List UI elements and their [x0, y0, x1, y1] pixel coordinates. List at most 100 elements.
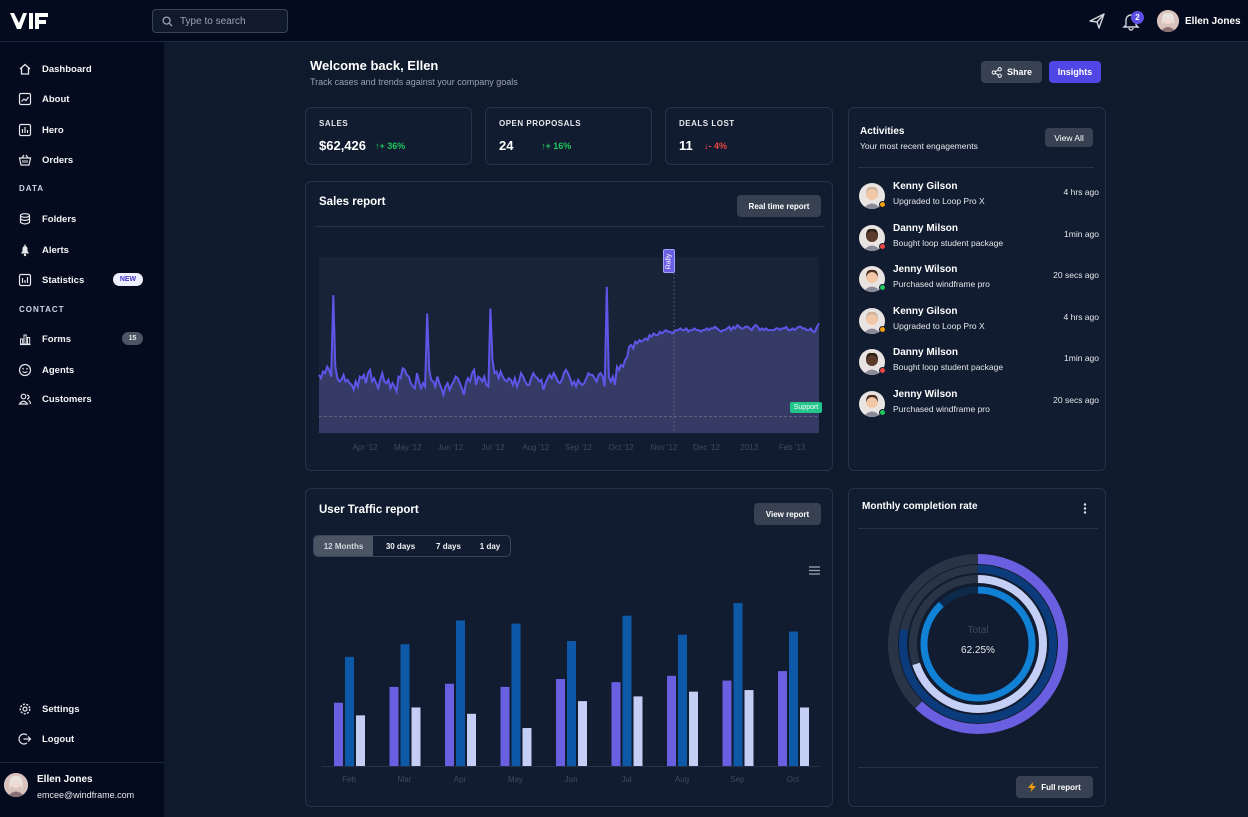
tab-30-days[interactable]: 30 days: [385, 541, 416, 551]
ring-progress: [888, 554, 1068, 734]
send-icon[interactable]: [1087, 11, 1107, 31]
x-tick-label: Jun '12: [438, 443, 464, 452]
full-report-button[interactable]: Full report: [1016, 776, 1093, 798]
traffic-bar: [622, 615, 632, 766]
sidebar-item-forms[interactable]: Forms 15: [0, 328, 164, 350]
sidebar-item-hero[interactable]: Hero: [0, 119, 164, 141]
activity-time: 4 hrs ago: [1063, 187, 1099, 197]
insights-button[interactable]: Insights: [1049, 61, 1101, 83]
tab-7-days[interactable]: 7 days: [436, 541, 461, 551]
activity-description: Bought loop student package: [893, 362, 1004, 373]
activity-time: 20 secs ago: [1053, 395, 1099, 405]
avatar[interactable]: [1157, 10, 1179, 32]
x-tick-label: Feb: [342, 775, 356, 784]
traffic-bar: [611, 682, 621, 766]
stat-label: DEALS LOST: [679, 119, 735, 128]
more-icon[interactable]: [1083, 503, 1087, 514]
stat-change: ↓- 4%: [704, 141, 728, 151]
stat-value: 11: [679, 138, 693, 153]
activity-item[interactable]: Jenny Wilson Purchased windframe pro 20 se…: [859, 389, 1099, 421]
x-tick-label: 2013: [740, 443, 758, 452]
top-bar: Type to search 2 Ellen Jones: [0, 0, 1248, 42]
new-badge: NEW: [113, 273, 143, 286]
logout-icon: [18, 733, 32, 745]
section-heading-data: DATA: [19, 184, 45, 193]
activity-time: 1min ago: [1064, 353, 1099, 364]
database-icon: [19, 213, 31, 225]
x-tick-label: Mar: [398, 775, 412, 784]
x-tick-label: Jun: [565, 775, 578, 784]
sidebar-item-label: Agents: [42, 365, 75, 376]
real-time-report-button[interactable]: Real time report: [737, 195, 821, 217]
status-dot: [879, 367, 886, 375]
traffic-bar: [411, 707, 421, 766]
sales-area-chart[interactable]: Apr '12 May '12 Jun '12 Jul '12 Aug '12 Sep '…: [306, 182, 834, 472]
traffic-bar-chart[interactable]: Feb Mar Apr May Jun Jul Aug Sep Oct: [306, 489, 834, 808]
traffic-bar: [334, 702, 343, 766]
x-tick-label: Oct: [787, 775, 800, 784]
sidebar-item-logout[interactable]: Logout: [0, 728, 164, 750]
stat-label: SALES: [319, 119, 349, 128]
sidebar-item-folders[interactable]: Folders: [0, 208, 164, 230]
ring-progress: [899, 565, 1057, 723]
traffic-bar: [556, 679, 565, 766]
full-report-label: Full report: [1041, 782, 1081, 792]
avatar: [859, 307, 885, 334]
avatar: [4, 773, 28, 797]
activity-item[interactable]: Jenny Wilson Purchased windframe pro 20 se…: [859, 264, 1099, 296]
tab-1-day[interactable]: 1 day: [479, 541, 501, 551]
sidebar-item-settings[interactable]: Settings: [0, 698, 164, 720]
chart-bars-icon: [18, 123, 32, 137]
tab-12-months[interactable]: 12 Months: [314, 536, 373, 556]
sidebar-user-name: Ellen Jones: [37, 774, 93, 785]
view-report-button[interactable]: View report: [754, 503, 821, 525]
x-tick-label: Apr: [454, 775, 467, 784]
share-button[interactable]: Share: [981, 61, 1042, 83]
share-icon: [991, 66, 1002, 78]
search-placeholder: Type to search: [180, 16, 246, 27]
activity-time: 4 hrs ago: [1063, 311, 1099, 322]
sidebar: Dashboard About Hero Orders DATA Folders…: [0, 42, 164, 817]
activity-description: Purchased windframe pro: [893, 404, 990, 414]
sidebar-item-statistics[interactable]: Statistics NEW: [0, 269, 164, 291]
traffic-bar: [667, 675, 676, 766]
sidebar-item-label: Folders: [42, 214, 77, 225]
traffic-bar: [567, 641, 576, 766]
sidebar-item-agents[interactable]: Agents: [0, 359, 164, 381]
chart-line-icon: [18, 92, 32, 106]
view-all-button[interactable]: View All: [1045, 128, 1093, 147]
stat-value: $62,426: [319, 138, 366, 153]
sidebar-item-orders[interactable]: Orders: [0, 149, 164, 171]
stat-card-open-proposals: OPEN PROPOSALS 24 ↑+ 16%: [485, 107, 652, 165]
sidebar-item-label: Settings: [42, 704, 80, 715]
stat-change: ↑+ 16%: [541, 141, 572, 151]
activity-name: Danny Milson: [893, 222, 959, 234]
sidebar-item-label: Alerts: [42, 245, 69, 256]
activity-item[interactable]: Kenny Gilson Upgraded to Loop Pro X 4 hrs …: [859, 306, 1099, 338]
traffic-bar: [389, 686, 399, 766]
activity-description: Upgraded to Loop Pro X: [893, 320, 985, 331]
activity-item[interactable]: Danny Milson Bought loop student package 1…: [859, 223, 1099, 255]
card-title: Sales report: [319, 196, 386, 208]
traffic-report-card: User Traffic report View report Feb Mar Ap…: [305, 488, 833, 807]
sidebar-item-label: About: [42, 94, 70, 105]
sidebar-user[interactable]: Ellen Jones emcee@windframe.com: [0, 762, 164, 817]
activity-item[interactable]: Kenny Gilson Upgraded to Loop Pro X 4 hrs …: [859, 181, 1099, 213]
sidebar-item-label: Dashboard: [42, 64, 92, 75]
sidebar-item-alerts[interactable]: Alerts: [0, 239, 164, 261]
ring-progress: [920, 586, 1036, 702]
stat-value: 24: [499, 138, 514, 153]
menu-icon[interactable]: [809, 566, 820, 575]
brand-logo[interactable]: [8, 9, 52, 33]
divider: [858, 767, 1098, 768]
sidebar-item-customers[interactable]: Customers: [0, 388, 164, 410]
user-name[interactable]: Ellen Jones: [1185, 16, 1241, 27]
search-input[interactable]: Type to search: [152, 9, 288, 33]
sidebar-item-dashboard[interactable]: Dashboard: [0, 58, 164, 80]
stat-card-deals-lost: DEALS LOST 11 ↓- 4%: [665, 107, 833, 165]
stat-card-sales: SALES $62,426 ↑+ 36%: [305, 107, 472, 165]
ring-center-label: Total: [967, 625, 989, 636]
completion-ring-chart[interactable]: [849, 489, 1107, 808]
activity-item[interactable]: Danny Milson Bought loop student package 1…: [859, 347, 1099, 379]
sidebar-item-about[interactable]: About: [0, 88, 164, 110]
